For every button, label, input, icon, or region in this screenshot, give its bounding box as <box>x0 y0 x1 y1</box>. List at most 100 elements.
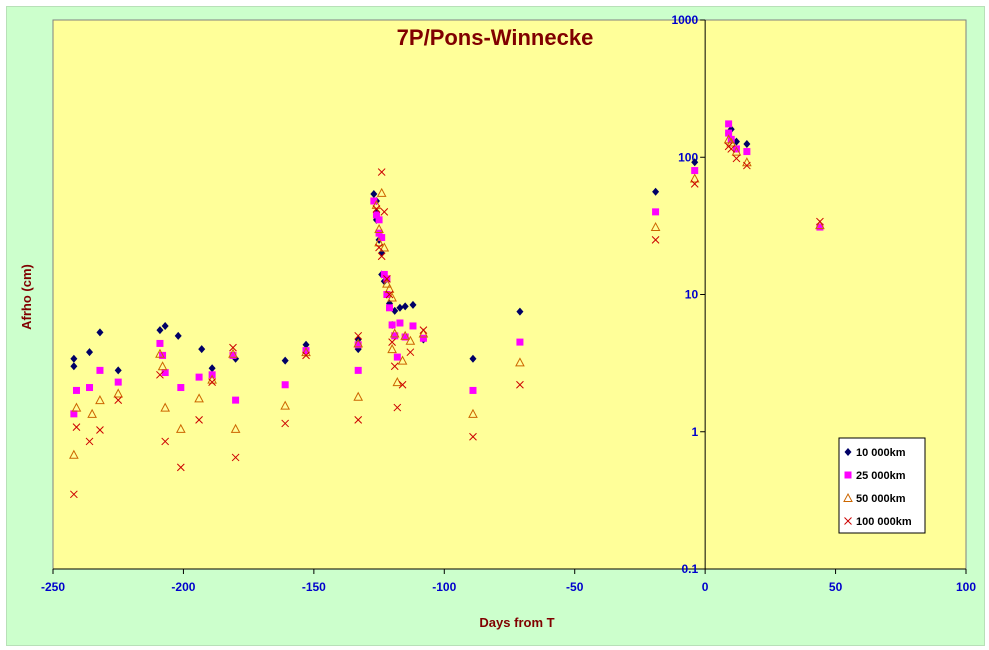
x-tick-label: -200 <box>171 580 195 594</box>
data-point <box>195 416 203 424</box>
legend-box <box>838 437 926 534</box>
y-axis-label: Afrho (cm) <box>19 264 34 330</box>
series-layer <box>69 120 825 499</box>
data-point <box>370 189 378 198</box>
data-point <box>815 220 825 230</box>
data-point <box>231 453 240 462</box>
data-point <box>161 321 169 330</box>
data-point <box>743 139 751 148</box>
data-point <box>370 197 378 205</box>
x-tick-label: -50 <box>566 580 584 594</box>
data-point <box>383 291 391 298</box>
data-point <box>70 362 78 371</box>
data-point <box>691 167 699 175</box>
data-point <box>280 400 290 410</box>
data-point <box>86 348 94 357</box>
data-point <box>195 373 203 381</box>
data-point <box>409 322 417 330</box>
data-point <box>387 292 397 302</box>
data-point <box>401 333 409 341</box>
legend-label: 50 000km <box>856 493 906 505</box>
data-point <box>651 236 660 244</box>
data-point <box>726 137 737 147</box>
data-point <box>377 168 386 176</box>
data-point <box>281 356 289 365</box>
data-point <box>281 381 289 389</box>
data-point <box>114 378 122 386</box>
data-point <box>353 338 364 348</box>
data-point <box>354 366 362 374</box>
data-point <box>114 396 123 404</box>
series-3 <box>70 142 824 499</box>
data-point <box>379 242 390 252</box>
data-point <box>393 353 401 361</box>
data-point <box>114 366 122 375</box>
data-point <box>229 351 237 359</box>
x-tick-label: 100 <box>956 580 976 594</box>
data-point <box>725 120 733 128</box>
data-point <box>816 217 824 226</box>
data-point <box>401 302 409 311</box>
data-point <box>396 319 404 327</box>
data-point <box>725 129 733 137</box>
legend-items: 10 000km 25 000km 50 000km 100 000km <box>843 447 912 528</box>
data-point <box>156 370 164 379</box>
data-point <box>229 343 237 352</box>
data-point <box>177 384 185 392</box>
data-point <box>378 234 386 242</box>
x-tick-label: -150 <box>302 580 326 594</box>
data-point <box>731 146 742 156</box>
data-point <box>389 328 400 338</box>
legend-label: 100 000km <box>856 516 912 528</box>
x-tick-label: -250 <box>41 580 65 594</box>
data-point <box>405 335 416 345</box>
data-point <box>175 423 186 433</box>
data-point <box>385 290 394 299</box>
data-point <box>418 328 429 338</box>
data-point <box>406 348 415 357</box>
data-point <box>353 391 364 401</box>
data-point <box>96 328 104 337</box>
data-point <box>174 331 182 340</box>
y-tick-label: 0.1 <box>681 562 698 576</box>
data-point <box>228 348 238 358</box>
legend-label: 10 000km <box>856 447 906 459</box>
data-point <box>390 362 399 371</box>
data-point <box>516 338 524 346</box>
data-point <box>160 402 171 412</box>
data-point <box>727 145 736 153</box>
data-point <box>85 437 94 446</box>
data-point <box>383 275 391 283</box>
data-point <box>386 304 394 312</box>
scatter-chart: -250 -200 -150 -100 -50 0 50 100 0.11101001000 … <box>19 13 976 630</box>
chart-frame: -250 -200 -150 -100 -50 0 50 100 0.1 1 10 100 1000 … <box>6 6 985 646</box>
data-point <box>690 179 699 188</box>
data-point <box>743 148 751 156</box>
data-point <box>374 237 384 247</box>
x-axis-label: Days from T <box>479 615 554 630</box>
data-point <box>281 419 290 428</box>
data-point <box>816 223 824 231</box>
data-point <box>161 437 170 446</box>
data-point <box>302 340 310 349</box>
data-point <box>743 161 751 170</box>
data-point <box>72 423 81 432</box>
data-point <box>354 331 363 340</box>
data-point <box>391 332 399 340</box>
data-point <box>86 384 94 392</box>
data-point <box>96 366 104 374</box>
data-point <box>396 303 404 312</box>
data-point <box>69 449 79 459</box>
series-2 <box>69 134 825 459</box>
y-tick-label: 10 <box>685 288 699 302</box>
data-point <box>372 211 380 219</box>
data-point <box>302 351 310 360</box>
data-point <box>156 339 164 347</box>
data-point <box>70 354 78 363</box>
data-point <box>409 300 417 309</box>
data-point <box>156 326 164 335</box>
data-point <box>354 416 363 424</box>
data-point <box>650 221 661 232</box>
data-point <box>652 208 660 216</box>
legend-marker <box>844 471 852 479</box>
